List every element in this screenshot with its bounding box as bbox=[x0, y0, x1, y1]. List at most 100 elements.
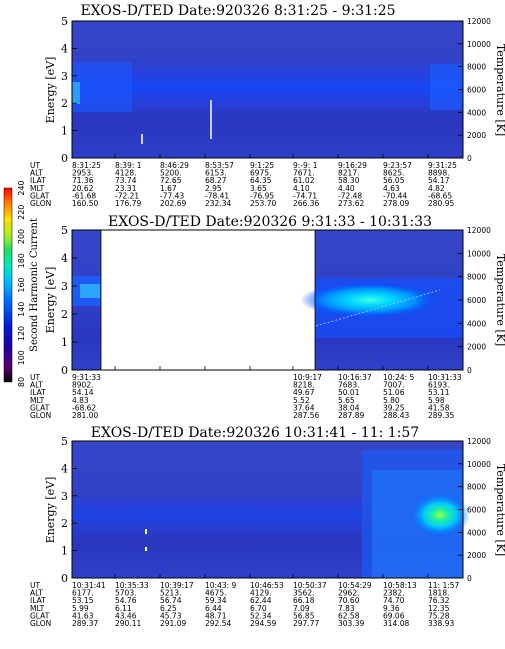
ytick-label: 0 bbox=[61, 152, 68, 165]
table-cell: 68.27 bbox=[205, 176, 227, 185]
ytick-label: 2 bbox=[61, 308, 68, 321]
table-row-label: UT bbox=[30, 373, 40, 382]
table-cell: -77.43 bbox=[160, 191, 184, 200]
table-row-label: ALT bbox=[30, 169, 43, 178]
colorbar-tick-label: 100 bbox=[17, 350, 26, 365]
table-cell: 10:58:13 bbox=[383, 581, 417, 590]
table-cell: 2382. bbox=[383, 589, 404, 598]
table-cell: 7.83 bbox=[338, 604, 355, 613]
y2tick-label: 0 bbox=[467, 366, 472, 375]
table-cell: 294.59 bbox=[250, 619, 276, 628]
ytick-label: 3 bbox=[61, 280, 68, 293]
ytick-label: 1 bbox=[61, 545, 68, 558]
table-cell: 66.18 bbox=[293, 596, 315, 605]
table-row-label: GLON bbox=[30, 199, 51, 208]
table-cell: 72.65 bbox=[160, 176, 182, 185]
panel-1: EXOS-D/TED Date:920326 8:31:25 - 9:31:25… bbox=[30, 3, 505, 208]
table-cell: 9:-9: 1 bbox=[293, 161, 318, 170]
panel-2-title: EXOS-D/TED Date:920326 9:31:33 - 10:31:3… bbox=[108, 214, 432, 230]
table-cell: 7.09 bbox=[293, 604, 310, 613]
table-row-label: GLON bbox=[30, 619, 51, 628]
panel-3-energy-band bbox=[72, 492, 362, 538]
table-row-label: GLAT bbox=[30, 403, 50, 412]
table-cell: 9:23:57 bbox=[383, 161, 412, 170]
table-cell: 6.11 bbox=[115, 604, 132, 613]
table-row-label: UT bbox=[30, 581, 40, 590]
colorbar-ticks: 80 100 120 140 160 180 200 220 240 bbox=[17, 180, 26, 387]
table-cell: 75.28 bbox=[428, 611, 450, 620]
table-row-label: ILAT bbox=[30, 176, 46, 185]
table-cell: 10:46:53 bbox=[250, 581, 284, 590]
y2tick-label: 10000 bbox=[467, 460, 491, 469]
table-cell: 176.79 bbox=[115, 199, 141, 208]
table-row-label: GLAT bbox=[30, 191, 50, 200]
table-cell: -68.62 bbox=[72, 403, 96, 412]
y2tick-label: 4000 bbox=[467, 319, 486, 328]
table-cell: 10:54:29 bbox=[338, 581, 372, 590]
ytick-label: 5 bbox=[61, 224, 68, 237]
y2tick-label: 0 bbox=[467, 574, 472, 583]
table-row-label: ALT bbox=[30, 381, 43, 390]
panel-3-y2label: Temperature [K] bbox=[494, 464, 505, 556]
table-cell: 11: 1:57 bbox=[428, 581, 460, 590]
table-cell: -72.48 bbox=[338, 191, 362, 200]
table-cell: 273.62 bbox=[338, 199, 364, 208]
table-cell: 20.62 bbox=[72, 184, 94, 193]
table-cell: 5703. bbox=[115, 589, 136, 598]
y2tick-label: 2000 bbox=[467, 551, 486, 560]
table-cell: 4.63 bbox=[383, 184, 400, 193]
table-cell: 74.70 bbox=[383, 596, 405, 605]
table-cell: 12.35 bbox=[428, 604, 450, 613]
table-cell: 9:16:29 bbox=[338, 161, 367, 170]
panel-3: EXOS-D/TED Date:920326 10:31:41 - 11: 1:… bbox=[30, 425, 505, 628]
panel-1-title: EXOS-D/TED Date:920326 8:31:25 - 9:31:25 bbox=[80, 3, 395, 19]
y2tick-label: 2000 bbox=[467, 131, 486, 140]
table-cell: 54.76 bbox=[115, 596, 137, 605]
colorbar-tick-label: 200 bbox=[17, 229, 26, 244]
table-cell: 4128. bbox=[115, 169, 136, 178]
panel-2: EXOS-D/TED Date:920326 9:31:33 - 10:31:3… bbox=[30, 214, 505, 420]
panel-2-y2label: Temperature [K] bbox=[494, 254, 505, 346]
table-cell: 45.73 bbox=[160, 611, 182, 620]
colorbar: 80 100 120 140 160 180 200 220 240 Second Harmon… bbox=[3, 180, 40, 387]
table-cell: 287.89 bbox=[338, 411, 364, 420]
panel-1-band-left bbox=[72, 62, 132, 112]
table-row-label: MLT bbox=[30, 604, 45, 613]
ytick-label: 2 bbox=[61, 97, 68, 110]
panel-3-ylabel: Energy [eV] bbox=[44, 477, 57, 544]
table-cell: 52.34 bbox=[250, 611, 272, 620]
table-cell: 6177. bbox=[72, 589, 93, 598]
table-cell: 62.58 bbox=[338, 611, 360, 620]
table-cell: 54.14 bbox=[72, 388, 94, 397]
table-cell: 8:46:29 bbox=[160, 161, 189, 170]
table-cell: 2953. bbox=[72, 169, 93, 178]
table-cell: 70.60 bbox=[338, 596, 360, 605]
table-cell: 281.00 bbox=[72, 411, 98, 420]
table-cell: 8898. bbox=[428, 169, 449, 178]
table-row-label: ILAT bbox=[30, 596, 46, 605]
panel-2-ylabel: Energy [eV] bbox=[44, 267, 57, 334]
table-cell: 266.36 bbox=[293, 199, 319, 208]
table-cell: 5.52 bbox=[293, 396, 310, 405]
panel-1-y2label: Temperature [K] bbox=[494, 44, 505, 136]
table-cell: 9:31:33 bbox=[72, 373, 101, 382]
table-cell: 1.67 bbox=[160, 184, 177, 193]
colorbar-tick-label: 160 bbox=[17, 277, 26, 292]
table-cell: 2.95 bbox=[205, 184, 222, 193]
y2tick-label: 6000 bbox=[467, 506, 486, 515]
table-cell: 53.11 bbox=[428, 388, 450, 397]
table-cell: 5.80 bbox=[383, 396, 400, 405]
panel-3-yticks: 0 1 2 3 4 5 0 2000 4000 6000 8000 10000 12000 bbox=[61, 435, 491, 585]
table-cell: 56.74 bbox=[160, 596, 182, 605]
table-cell: 7683. bbox=[338, 381, 359, 390]
table-cell: 73.74 bbox=[115, 176, 137, 185]
table-cell: 50.01 bbox=[338, 388, 360, 397]
table-row-label: ILAT bbox=[30, 388, 46, 397]
table-cell: -72.21 bbox=[115, 191, 139, 200]
y2tick-label: 4000 bbox=[467, 108, 486, 117]
table-cell: 39.25 bbox=[383, 403, 405, 412]
y2tick-label: 2000 bbox=[467, 343, 486, 352]
table-cell: 289.35 bbox=[428, 411, 454, 420]
table-cell: 8:39: 1 bbox=[115, 161, 142, 170]
colorbar-tick-label: 140 bbox=[17, 302, 26, 317]
